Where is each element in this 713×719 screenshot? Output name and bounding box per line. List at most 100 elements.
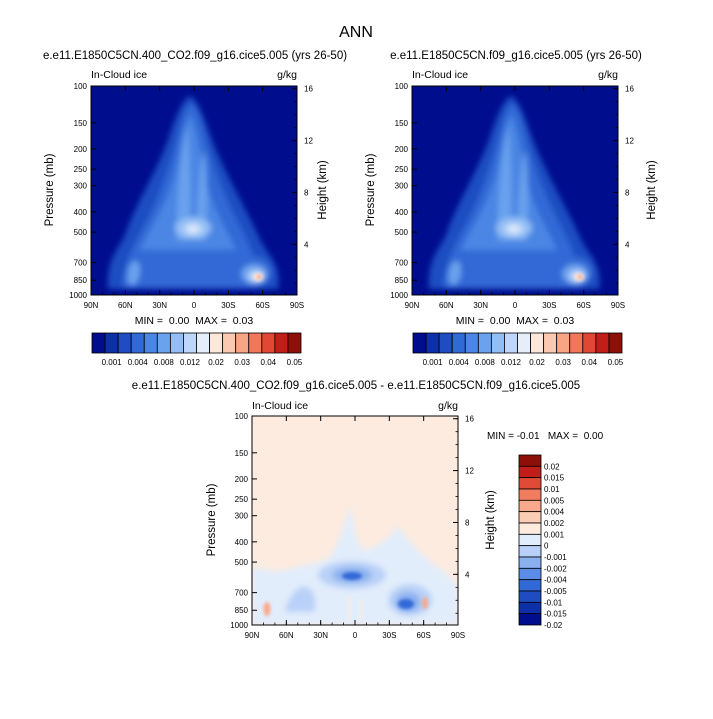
contour-gap: [360, 600, 362, 620]
contour-core: [188, 226, 198, 232]
colorbar-box: [169, 332, 184, 354]
y-tick-label: 400: [235, 538, 249, 547]
y-right-tick-label: 12: [465, 467, 474, 476]
colorbar: 0.001 0.004 0.008 0.012 0.02 0.03 0.04 0.05: [412, 332, 624, 367]
y-right-tick-label: 12: [304, 137, 313, 146]
colorbar-label: 0.04: [261, 358, 277, 367]
colorbar-label: 0.012: [180, 358, 201, 367]
colorbar-label: 0.015: [544, 474, 565, 483]
y-tick-label: 850: [395, 276, 409, 285]
colorbar-box: [143, 332, 158, 354]
y-right-tick-label: 8: [304, 188, 309, 197]
colorbar-box: [518, 545, 542, 558]
panel-title: e.e11.E1850C5CN.400_CO2.f09_g16.cice5.00…: [43, 50, 347, 62]
axes: 90N 60N 30N 0 30S 60S 90S 100 150 200 250 300 400 500…: [230, 412, 474, 640]
colorbar-label: 0.001: [102, 358, 123, 367]
y-tick-label: 200: [235, 475, 249, 484]
colorbar-label: 0.001: [423, 358, 444, 367]
colorbar: 0.001 0.004 0.008 0.012 0.02 0.03 0.04 0.05: [91, 332, 303, 367]
x-tick-label: 60N: [118, 301, 133, 310]
x-tick-label: 30S: [542, 301, 556, 310]
x-tick-label: 90S: [451, 631, 465, 640]
y-tick-label: 700: [235, 589, 249, 598]
min-max-label: MIN = 0.00 MAX = 0.03: [456, 315, 575, 327]
y-tick-label: 200: [395, 145, 409, 154]
contour-peak: [256, 274, 262, 280]
y-right-tick-label: 8: [465, 518, 470, 527]
colorbar-label: -0.001: [544, 553, 567, 562]
x-tick-label: 60N: [279, 631, 294, 640]
colorbar-box: [518, 488, 542, 501]
y-tick-label: 500: [235, 558, 249, 567]
colorbar-box: [569, 332, 584, 354]
colorbar-label: -0.005: [544, 587, 567, 596]
x-tick-label: 90N: [245, 631, 260, 640]
contour-column: [497, 126, 512, 240]
colorbar-box: [91, 332, 106, 354]
colorbar-box: [518, 567, 542, 581]
field-label: In-Cloud ice: [252, 400, 308, 412]
contour-field: [91, 86, 297, 295]
colorbar-box: [248, 332, 263, 354]
y-tick-label: 150: [395, 119, 409, 128]
y-tick-label: 200: [74, 145, 88, 154]
contour-field: [412, 86, 618, 295]
y-tick-label: 100: [395, 82, 409, 91]
contour-positive: [422, 597, 428, 609]
y-tick-label: 1000: [390, 291, 408, 300]
colorbar-label: -0.02: [544, 621, 563, 630]
y-axis-label: Pressure (mb): [206, 483, 218, 556]
contour-patch: [448, 261, 461, 286]
y-tick-label: 300: [235, 512, 249, 521]
colorbar-box: [518, 590, 542, 603]
contour-field: [252, 416, 458, 625]
colorbar-box: [518, 499, 542, 513]
x-tick-label: 60N: [439, 301, 454, 310]
contour-gap: [348, 597, 350, 621]
colorbar-box: [196, 332, 210, 354]
contour-core: [509, 226, 519, 232]
colorbar-box: [274, 332, 289, 354]
colorbar-box: [518, 556, 542, 569]
y-right-tick-label: 16: [304, 85, 313, 94]
x-tick-label: 30N: [473, 301, 488, 310]
y-tick-label: 250: [74, 165, 88, 174]
contour-column: [517, 150, 528, 240]
colorbar-box: [183, 332, 197, 354]
x-tick-label: 60S: [577, 301, 591, 310]
contour-negative-core: [398, 599, 414, 609]
unit-label: g/kg: [438, 400, 458, 412]
colorbar-box: [209, 332, 224, 354]
y-tick-label: 100: [74, 82, 88, 91]
colorbar-label: 0.008: [475, 358, 496, 367]
contour-column: [176, 126, 191, 240]
colorbar-box: [582, 332, 597, 354]
colorbar-box: [518, 601, 542, 615]
y-tick-label: 150: [235, 449, 249, 458]
axes: 90N 60N 30N 0 30S 60S 90S 100 150 200 250 300 400 500…: [390, 82, 634, 310]
colorbar-box: [518, 465, 542, 479]
colorbar-label: 0.004: [544, 508, 565, 517]
colorbar-box: [156, 332, 171, 354]
x-tick-label: 30N: [313, 631, 328, 640]
colorbar-box: [543, 332, 558, 354]
colorbar-label: 0.02: [529, 358, 545, 367]
colorbar-label: 0.004: [128, 358, 149, 367]
colorbar-box: [222, 332, 237, 354]
colorbar-box: [451, 332, 466, 354]
x-tick-label: 0: [192, 301, 197, 310]
x-tick-label: 90S: [290, 301, 304, 310]
unit-label: g/kg: [277, 69, 297, 81]
min-max-label: MIN = -0.01 MAX = 0.00: [487, 431, 604, 442]
page-title: ANN: [339, 24, 373, 41]
y-right-axis-label: Height (km): [317, 160, 329, 220]
y-right-tick-label: 4: [304, 240, 309, 249]
y-axis-label: Pressure (mb): [44, 153, 56, 226]
colorbar-label: -0.015: [544, 610, 567, 619]
y-tick-label: 300: [74, 182, 88, 191]
y-tick-label: 850: [74, 276, 88, 285]
x-tick-label: 0: [513, 301, 518, 310]
y-right-axis-label: Height (km): [646, 160, 658, 220]
